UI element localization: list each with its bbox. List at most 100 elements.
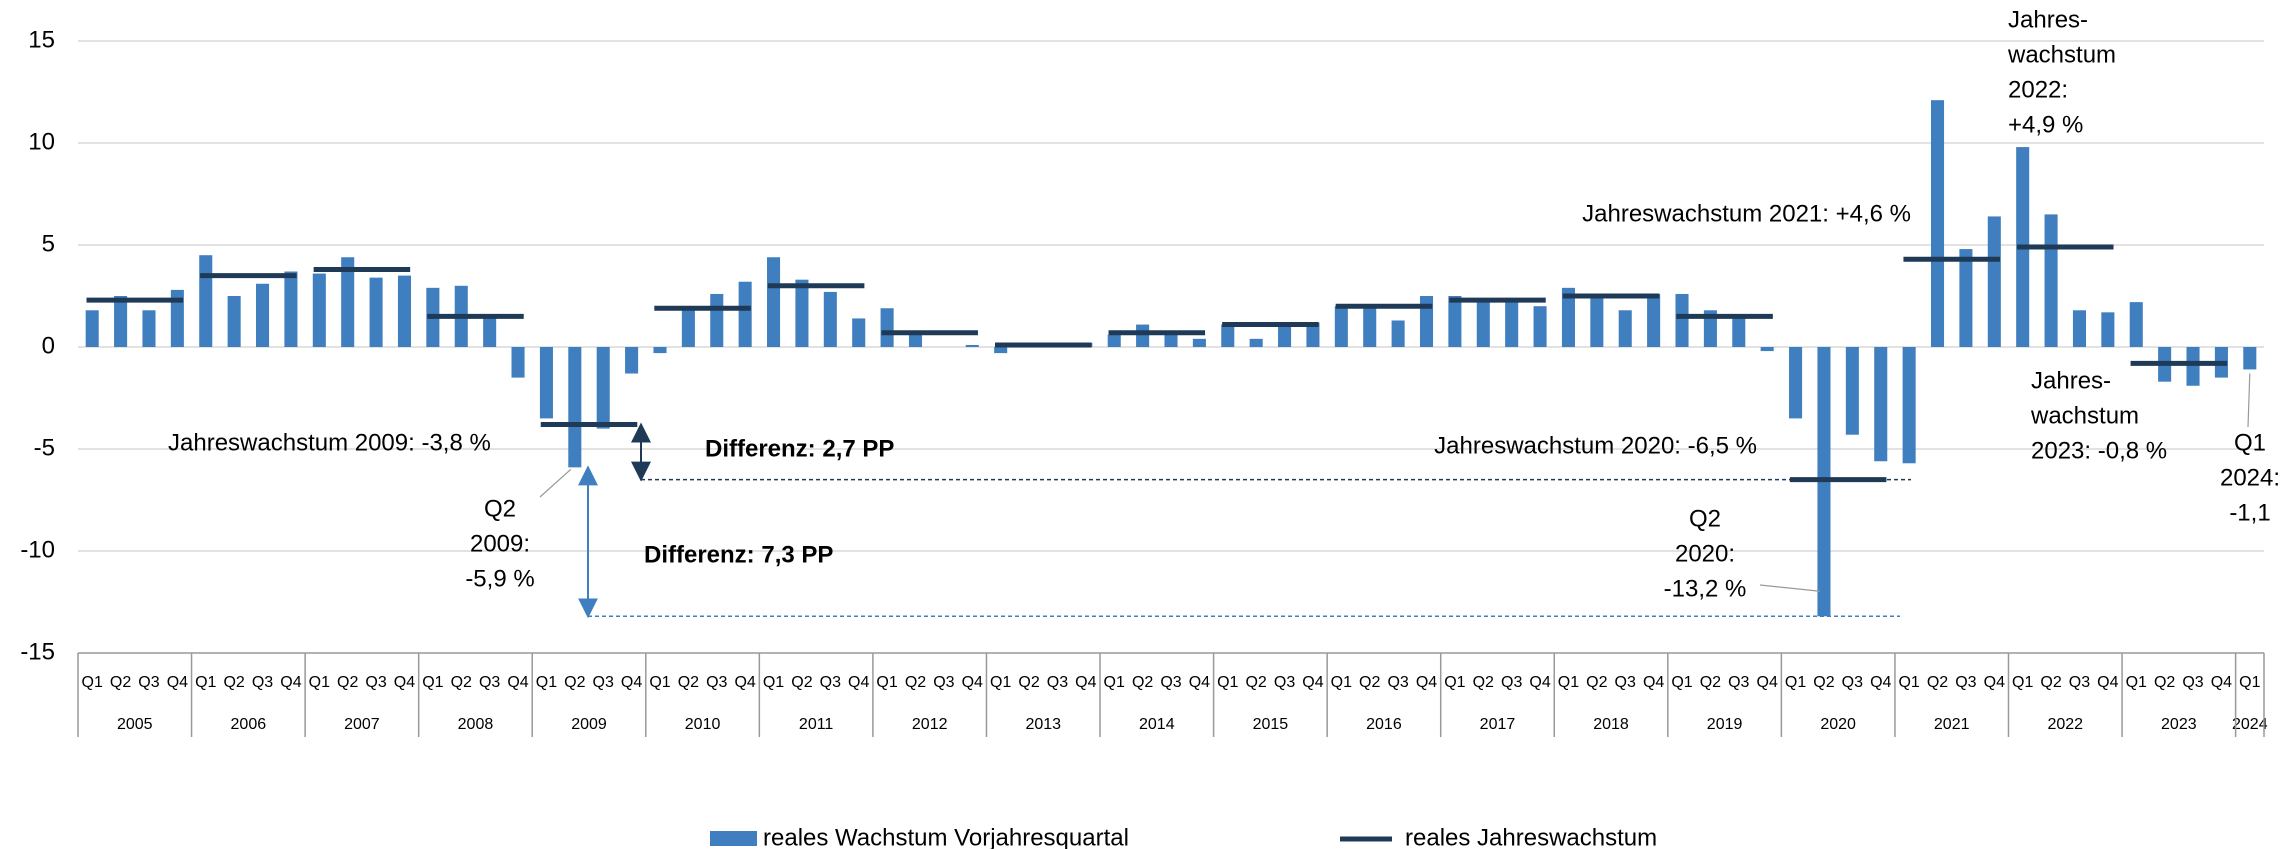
leader-line	[539, 468, 572, 498]
year-label: 2018	[1593, 716, 1629, 733]
annotation: 2020:	[1675, 540, 1735, 567]
bar	[1675, 293, 1689, 347]
bar	[1505, 302, 1519, 347]
annotation: wachstum	[2030, 402, 2139, 429]
bar	[2072, 310, 2086, 347]
bar	[1448, 296, 1462, 347]
bar	[2101, 312, 2115, 347]
x-tick-label: Q4	[621, 674, 642, 691]
year-label: 2015	[1253, 716, 1289, 733]
x-tick-label: Q1	[876, 674, 897, 691]
x-tick-label: Q3	[1274, 674, 1295, 691]
bar	[908, 332, 923, 347]
annotation: 2024:	[2220, 464, 2280, 491]
bar	[596, 347, 610, 429]
x-tick-label: Q4	[1870, 674, 1891, 691]
bar	[1221, 324, 1235, 347]
bar	[1789, 347, 1803, 419]
bar	[823, 291, 837, 347]
x-tick-label: Q2	[1813, 674, 1834, 691]
bar	[1278, 322, 1292, 347]
bar	[1959, 249, 1973, 347]
x-tick-label: Q3	[1728, 674, 1749, 691]
x-tick-label: Q4	[1984, 674, 2005, 691]
bar	[397, 275, 412, 347]
x-tick-label: Q1	[990, 674, 1011, 691]
bar	[170, 289, 184, 347]
bar	[2186, 347, 2200, 386]
leader-line	[1759, 584, 1821, 592]
x-tick-label: Q4	[962, 674, 983, 691]
bar	[1618, 310, 1632, 347]
x-tick-label: Q2	[1132, 674, 1153, 691]
bar	[341, 257, 355, 347]
x-tick-label: Q2	[451, 674, 472, 691]
y-tick-label: -10	[20, 536, 55, 563]
x-tick-label: Q1	[1104, 674, 1125, 691]
bar	[1930, 100, 1945, 347]
x-tick-label: Q3	[1615, 674, 1636, 691]
x-tick-label: Q2	[1586, 674, 1607, 691]
y-tick-label: 10	[28, 128, 55, 155]
x-tick-label: Q4	[734, 674, 755, 691]
year-label: 2023	[2161, 716, 2197, 733]
bar	[2044, 214, 2058, 347]
year-label: 2021	[1934, 716, 1970, 733]
x-tick-label: Q1	[1558, 674, 1579, 691]
year-label: 2014	[1139, 716, 1175, 733]
x-tick-label: Q3	[2069, 674, 2090, 691]
annotation: -1,1	[2229, 499, 2270, 526]
annotation: Jahreswachstum 2021: +4,6 %	[1582, 200, 1911, 227]
x-tick-label: Q4	[394, 674, 415, 691]
year-label: 2009	[571, 716, 607, 733]
year-label: 2024	[2232, 716, 2268, 733]
x-tick-label: Q4	[280, 674, 301, 691]
x-tick-label: Q4	[1529, 674, 1550, 691]
x-tick-label: Q4	[1075, 674, 1096, 691]
bar	[965, 344, 979, 347]
annotation: Q2	[484, 495, 516, 522]
annotation: +4,9 %	[2008, 111, 2083, 138]
x-tick-label: Q2	[337, 674, 358, 691]
bar	[1107, 334, 1121, 347]
legend-label: reales Jahreswachstum	[1405, 824, 1657, 849]
x-tick-label: Q1	[422, 674, 443, 691]
x-tick-label: Q4	[2097, 674, 2118, 691]
year-label: 2022	[2047, 716, 2083, 733]
annotation: Q1	[2234, 429, 2266, 456]
bar	[1703, 310, 1717, 347]
bar	[994, 347, 1008, 354]
annotation: 2009:	[470, 530, 530, 557]
bar	[568, 347, 582, 468]
year-label: 2007	[344, 716, 380, 733]
year-label: 2019	[1707, 716, 1743, 733]
bar	[256, 283, 270, 347]
y-tick-label: -15	[20, 638, 55, 665]
x-tick-label: Q3	[1387, 674, 1408, 691]
bar	[2243, 347, 2257, 370]
bar	[1874, 347, 1888, 462]
bar	[1136, 324, 1150, 347]
bar	[1987, 216, 2001, 347]
annotation: Differenz: 7,3 PP	[644, 541, 833, 568]
x-tick-label: Q3	[706, 674, 727, 691]
year-label: 2017	[1480, 716, 1516, 733]
annotation: Jahres-	[2008, 6, 2088, 33]
bar	[369, 277, 383, 347]
bar	[1192, 338, 1206, 347]
bar	[681, 310, 695, 347]
bar	[1419, 296, 1434, 347]
year-label: 2012	[912, 716, 948, 733]
annotation: -5,9 %	[465, 565, 534, 592]
x-tick-label: Q3	[1047, 674, 1068, 691]
x-tick-label: Q3	[1501, 674, 1522, 691]
x-tick-label: Q4	[507, 674, 528, 691]
year-label: 2010	[685, 716, 721, 733]
bar	[199, 255, 213, 347]
x-tick-label: Q4	[2211, 674, 2232, 691]
bar	[511, 347, 525, 378]
x-tick-label: Q1	[536, 674, 557, 691]
bar	[653, 347, 667, 354]
y-tick-label: 5	[42, 230, 55, 257]
